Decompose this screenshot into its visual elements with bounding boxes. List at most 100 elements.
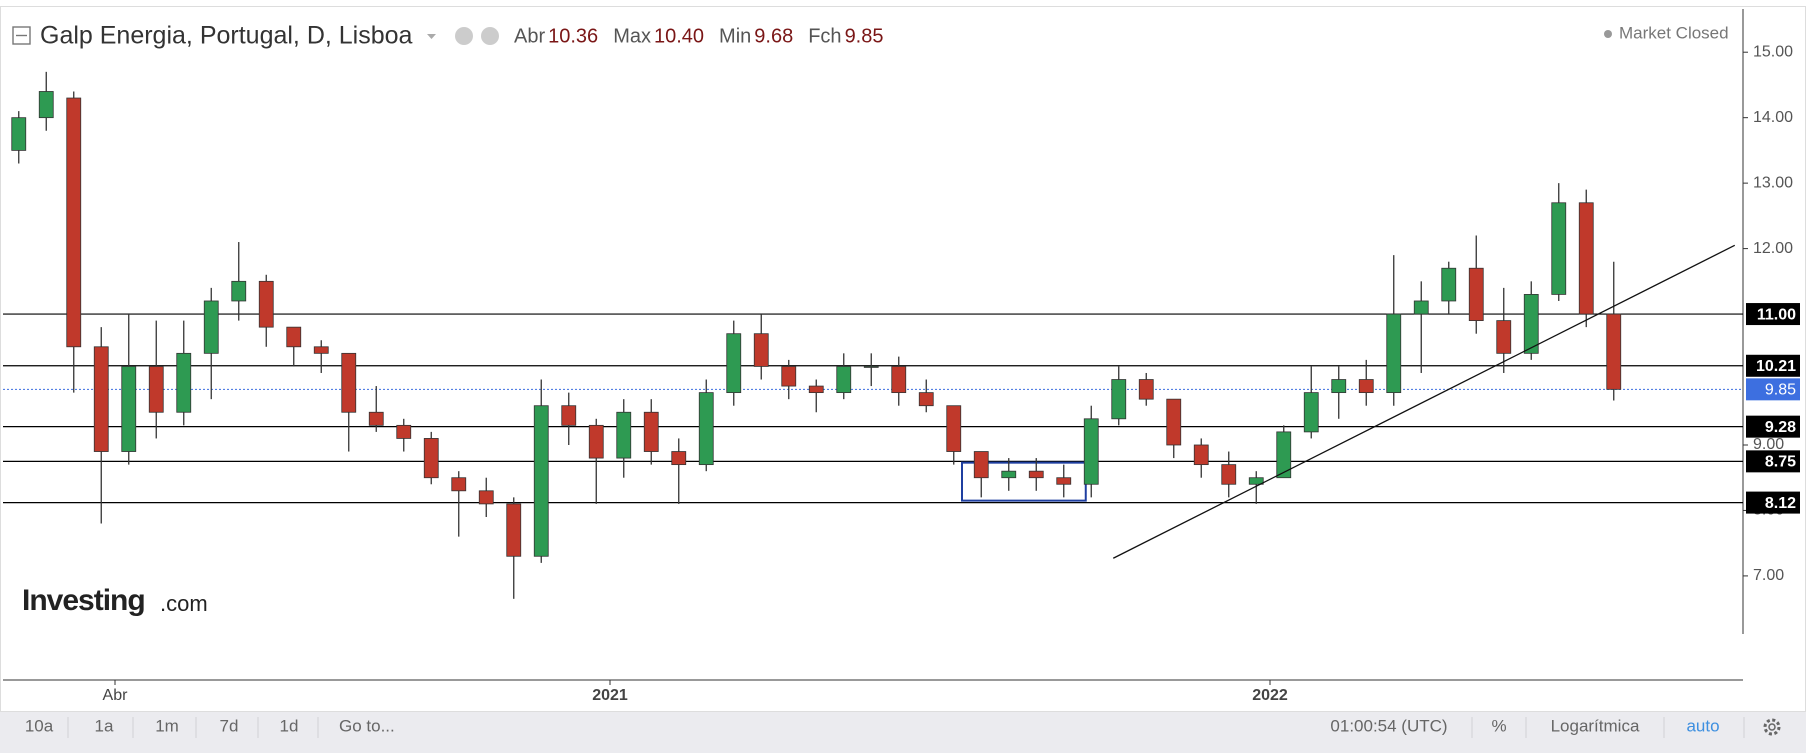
y-tick-label: 13.00 — [1753, 174, 1793, 191]
y-tick-label: 14.00 — [1753, 109, 1793, 126]
candle-body — [918, 392, 934, 407]
gear-hub — [1768, 723, 1776, 731]
eye-icon[interactable] — [455, 27, 473, 45]
percent-toggle[interactable]: % — [1491, 716, 1506, 735]
settings-icon[interactable] — [481, 27, 499, 45]
ohlc-value: 10.36 — [548, 25, 598, 47]
candle-body — [1331, 379, 1347, 394]
level-label: 10.21 — [1756, 358, 1796, 375]
candle-body — [1303, 392, 1319, 433]
candle-body — [891, 366, 907, 394]
candle-body — [1138, 379, 1154, 400]
candle-body — [1193, 444, 1209, 466]
candle-body — [533, 405, 549, 557]
candle-body — [396, 424, 412, 439]
candle-body — [1276, 431, 1292, 479]
x-tick-label: Abr — [103, 687, 129, 704]
candle-body — [808, 385, 824, 394]
candle-body — [11, 117, 27, 151]
candle-body — [1248, 477, 1264, 485]
candle-body — [836, 366, 852, 394]
candle-body — [506, 503, 522, 557]
candle-body — [1441, 267, 1457, 302]
y-tick-label: 12.00 — [1753, 240, 1793, 257]
candle-body — [671, 451, 687, 466]
level-label-box — [1746, 303, 1800, 326]
ohlc-name: Abr — [514, 25, 545, 47]
candle-body — [1551, 202, 1567, 295]
ohlc-name: Fch — [808, 25, 841, 47]
goto-button[interactable]: Go to... — [339, 716, 395, 735]
range-button[interactable]: 1d — [280, 716, 299, 735]
range-button[interactable]: 1a — [95, 716, 114, 735]
log-toggle[interactable]: Logarítmica — [1551, 716, 1640, 735]
logo: Investing — [22, 584, 145, 617]
candle-body — [1523, 294, 1539, 354]
y-tick-label: 7.00 — [1753, 567, 1784, 584]
candle-body — [423, 438, 439, 479]
candle-body — [1111, 379, 1127, 420]
level-label-box — [1746, 491, 1800, 514]
candle-body — [176, 352, 192, 413]
candle-body — [258, 280, 274, 328]
candle-body — [38, 91, 54, 119]
ohlc-name: Max — [613, 25, 651, 47]
candle-body — [588, 424, 604, 459]
y-tick-label: 9.00 — [1753, 436, 1784, 453]
x-tick-label: 2021 — [592, 687, 628, 704]
trendline — [1112, 244, 1736, 559]
candle-body — [1166, 398, 1182, 446]
level-label: 11.00 — [1757, 306, 1796, 323]
last-price-label: 9.85 — [1765, 382, 1796, 399]
collapse-icon[interactable] — [12, 26, 31, 45]
toolbar — [0, 712, 1806, 753]
plot — [3, 71, 1743, 599]
candle-body — [946, 405, 962, 452]
candle-body — [1001, 470, 1017, 479]
candle-body — [1413, 300, 1429, 315]
dropdown-arrow[interactable] — [427, 34, 436, 39]
level-label: 8.75 — [1765, 454, 1796, 471]
candle-body — [863, 366, 879, 368]
candle-body — [341, 352, 357, 413]
last-price-box — [1746, 378, 1800, 401]
range-button[interactable]: 7d — [220, 716, 239, 735]
candle-body — [121, 366, 137, 452]
candle-body — [286, 326, 302, 348]
candle-body — [66, 97, 82, 348]
x-tick-label: 2022 — [1252, 687, 1288, 704]
candle-body — [1468, 267, 1484, 322]
ohlc-name: Min — [719, 25, 751, 47]
clock: 01:00:54 (UTC) — [1330, 716, 1447, 735]
chart-title: Galp Energia, Portugal, D, Lisboa — [40, 22, 413, 50]
market-status: Market Closed — [1619, 23, 1729, 42]
candle-body — [753, 333, 769, 367]
auto-toggle[interactable]: auto — [1686, 716, 1719, 735]
range-button[interactable]: 10a — [25, 716, 54, 735]
logo-suffix: .com — [160, 591, 208, 616]
range-button[interactable]: 1m — [155, 716, 179, 735]
candle-body — [1496, 320, 1512, 354]
level-label-box — [1746, 450, 1800, 473]
level-label-box — [1746, 354, 1800, 377]
candle-body — [698, 392, 714, 466]
candle-body — [478, 490, 494, 505]
ohlc-value: 9.68 — [754, 25, 793, 47]
candle-body — [973, 451, 989, 479]
candle-body — [368, 411, 384, 426]
candle-body — [148, 366, 164, 413]
y-tick-label: 15.00 — [1753, 43, 1793, 60]
candle-body — [1386, 313, 1402, 394]
status-dot — [1604, 30, 1612, 38]
candle-body — [781, 366, 797, 387]
candle-body — [451, 477, 467, 492]
candle-body — [231, 280, 247, 302]
candle-body — [1578, 202, 1594, 315]
candle-body — [616, 411, 632, 459]
candle-body — [1083, 418, 1099, 485]
candle-body — [93, 346, 109, 452]
gear-icon[interactable] — [1763, 718, 1781, 736]
level-label: 9.28 — [1765, 419, 1796, 436]
